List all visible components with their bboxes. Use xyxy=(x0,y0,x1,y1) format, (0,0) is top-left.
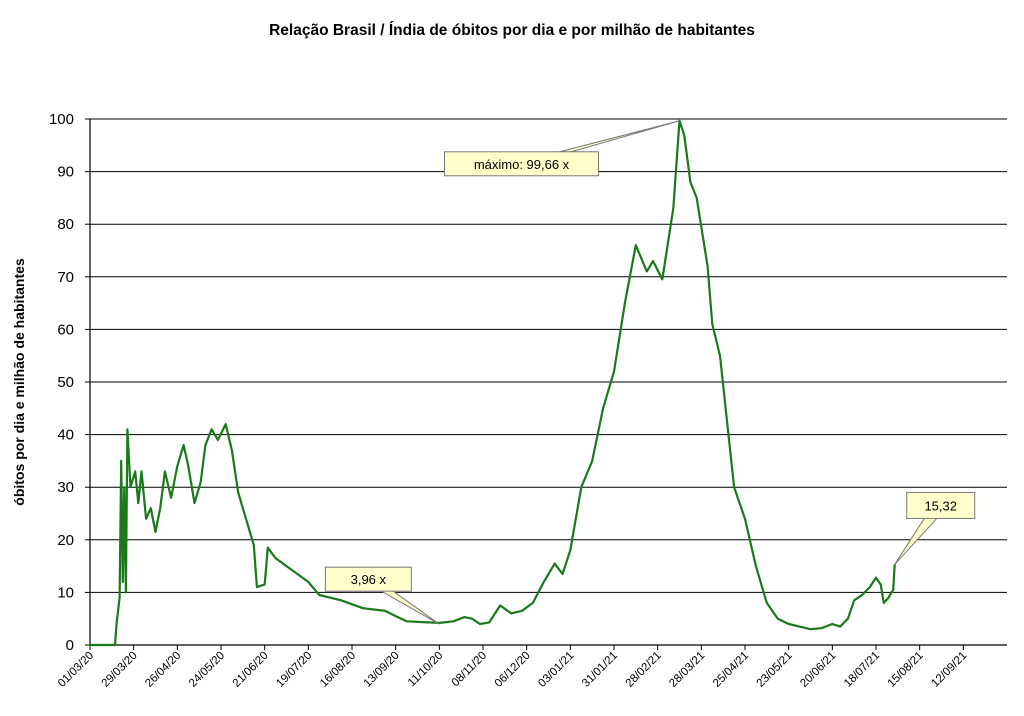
x-tick-label: 13/09/20 xyxy=(362,650,402,690)
series-line xyxy=(90,119,896,647)
callout-box xyxy=(324,566,412,592)
x-tick-label: 28/02/21 xyxy=(624,650,664,690)
x-tick-label: 24/05/20 xyxy=(187,650,227,690)
callout-box xyxy=(444,151,599,177)
axes xyxy=(85,118,1007,650)
x-tick-label: 18/07/21 xyxy=(842,650,882,690)
y-tick-label: 80 xyxy=(57,216,74,233)
x-tick-label: 06/12/20 xyxy=(493,650,533,690)
y-tick-label: 60 xyxy=(57,321,74,338)
y-axis-label: óbitos por dia e milhão de habitantes xyxy=(11,258,27,506)
callout-box xyxy=(906,491,976,519)
x-tick-label: 31/01/21 xyxy=(580,650,620,690)
x-tick-label: 23/05/21 xyxy=(755,650,795,690)
callout-label: máximo: 99,66 x xyxy=(474,157,570,172)
x-tick-labels: 01/03/20 29/03/20 26/04/20 24/05/20 21/06/20… xyxy=(56,650,969,690)
x-tick-label: 19/07/20 xyxy=(274,650,314,690)
x-tick-label: 21/06/20 xyxy=(231,650,271,690)
x-tick-label: 20/06/21 xyxy=(798,650,838,690)
y-tick-label: 20 xyxy=(57,532,74,549)
y-tick-label: 40 xyxy=(57,427,74,444)
x-tick-label: 29/03/20 xyxy=(100,650,140,690)
y-tick-label: 90 xyxy=(57,164,74,181)
y-tick-label: 70 xyxy=(57,269,74,286)
series-layer xyxy=(90,119,896,647)
x-tick-label: 12/09/21 xyxy=(929,650,969,690)
y-tick-label: 50 xyxy=(57,374,74,391)
x-tick-label: 26/04/20 xyxy=(143,650,183,690)
x-tick-label: 08/11/20 xyxy=(450,650,490,690)
x-tick-label: 25/04/21 xyxy=(711,650,751,690)
y-tick-label: 30 xyxy=(57,479,74,496)
x-tick-label: 16/08/20 xyxy=(318,650,358,690)
x-tick-label: 28/03/21 xyxy=(667,650,707,690)
y-tick-labels: 0 10 20 30 40 50 60 70 80 90 100 xyxy=(49,111,74,654)
y-tick-label: 100 xyxy=(49,111,74,128)
callout-label: 3,96 x xyxy=(351,572,387,587)
x-tick-label: 11/10/20 xyxy=(406,650,446,690)
callouts: máximo: 99,66 x 3,96 x 15,32 xyxy=(324,120,976,625)
y-tick-label: 10 xyxy=(57,584,74,601)
callout-label: 15,32 xyxy=(924,498,957,513)
gridlines xyxy=(90,118,1007,593)
chart-title: Relação Brasil / Índia de óbitos por dia… xyxy=(269,22,755,39)
x-tick-label: 15/08/21 xyxy=(886,650,926,690)
x-tick-label: 03/01/21 xyxy=(536,650,576,690)
y-tick-label: 0 xyxy=(66,637,74,654)
x-tick-label: 01/03/20 xyxy=(56,650,96,690)
